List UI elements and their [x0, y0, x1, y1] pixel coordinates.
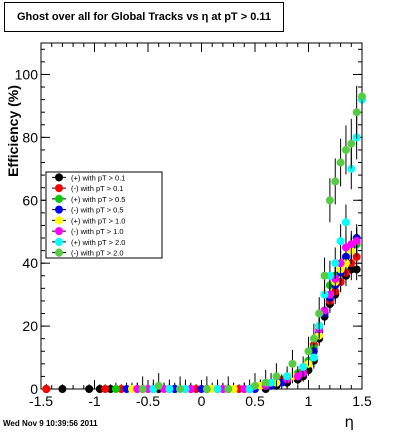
data-point — [288, 359, 297, 368]
data-point — [331, 177, 340, 186]
legend-label: (+) with pT > 0.5 — [71, 195, 125, 204]
chart-title-box: Ghost over all for Global Tracks vs η at… — [4, 2, 284, 32]
data-point — [347, 139, 356, 148]
series-7 — [138, 69, 366, 393]
legend-label: (-) with pT > 0.1 — [71, 184, 124, 193]
data-point — [358, 92, 366, 101]
data-point — [213, 385, 222, 393]
data-point — [111, 385, 120, 393]
x-tick-label: 0 — [198, 393, 206, 409]
series-0 — [42, 258, 361, 393]
data-point — [165, 385, 174, 393]
data-point — [85, 385, 94, 393]
data-point — [320, 290, 329, 299]
x-tick-label: -1.5 — [29, 393, 53, 409]
y-tick-label: 20 — [22, 318, 38, 334]
legend-label: (+) with pT > 0.1 — [71, 173, 125, 182]
data-point — [352, 265, 361, 274]
data-point — [101, 385, 110, 393]
y-axis-label: Efficiency (%) — [5, 85, 21, 177]
legend-label: (+) with pT > 1.0 — [71, 216, 125, 225]
timestamp: Wed Nov 9 10:39:56 2011 — [3, 419, 98, 428]
legend-marker — [55, 227, 63, 236]
x-tick-label: 1 — [305, 393, 313, 409]
data-point — [42, 385, 51, 393]
data-point — [251, 381, 259, 390]
series-6 — [149, 75, 366, 393]
data-point — [315, 309, 324, 318]
legend-label: (+) with pT > 2.0 — [71, 238, 125, 247]
legend-marker — [55, 216, 63, 225]
data-point — [325, 196, 334, 205]
series-5 — [133, 227, 361, 393]
x-tick-label: -1 — [88, 393, 101, 409]
data-point — [309, 334, 318, 343]
legend-marker — [55, 184, 63, 193]
data-point — [352, 108, 361, 117]
y-tick-label: 60 — [22, 192, 38, 208]
data-point — [58, 385, 67, 393]
y-tick-label: 80 — [22, 129, 38, 145]
data-point — [304, 347, 313, 356]
data-point — [347, 164, 356, 173]
legend-marker — [55, 205, 63, 214]
x-tick-label: 1.5 — [352, 393, 372, 409]
data-point — [224, 385, 233, 393]
data-point — [283, 372, 292, 381]
x-tick-label: -0.5 — [136, 393, 160, 409]
legend-label: (-) with pT > 1.0 — [71, 227, 124, 236]
legend-marker — [55, 248, 63, 257]
y-tick-label: 100 — [15, 66, 39, 82]
data-point — [309, 353, 318, 362]
data-point — [336, 237, 345, 246]
legend-label: (-) with pT > 2.0 — [71, 249, 124, 258]
data-point — [261, 378, 270, 387]
data-point — [272, 372, 281, 381]
legend-marker — [55, 173, 63, 182]
x-axis-label: η — [344, 413, 354, 431]
series-1 — [42, 245, 361, 393]
x-tick-label: 0.5 — [245, 393, 265, 409]
data-point — [176, 385, 185, 393]
data-point — [138, 385, 147, 393]
legend-marker — [55, 194, 63, 203]
data-point — [341, 145, 350, 154]
y-tick-label: 40 — [22, 255, 38, 271]
data-point — [299, 362, 308, 371]
legend-box — [45, 171, 163, 259]
data-point — [331, 259, 340, 268]
data-point — [202, 385, 211, 393]
data-point — [352, 237, 361, 246]
data-point — [336, 158, 345, 167]
legend-marker — [55, 237, 63, 246]
data-point — [341, 218, 350, 227]
y-tick-label: 0 — [30, 381, 38, 397]
data-point — [154, 381, 163, 390]
legend-label: (-) with pT > 0.5 — [71, 206, 124, 215]
chart-title: Ghost over all for Global Tracks vs η at… — [16, 11, 271, 23]
data-point — [320, 271, 329, 280]
